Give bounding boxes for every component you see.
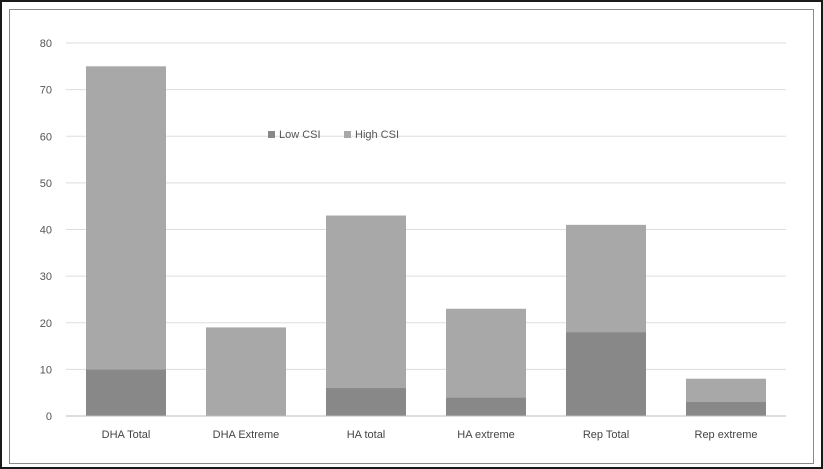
legend-label: Low CSI xyxy=(279,129,321,141)
x-tick-label: DHA Total xyxy=(102,429,151,441)
x-tick-label: HA total xyxy=(347,429,386,441)
y-tick-label: 20 xyxy=(40,318,52,330)
y-tick-label: 60 xyxy=(40,131,52,143)
gridlines xyxy=(66,42,786,370)
y-tick-label: 30 xyxy=(40,271,52,283)
bars xyxy=(86,66,766,416)
x-axis: DHA Total DHA Extreme HA total HA extreme Re… xyxy=(66,415,786,441)
x-tick-label: Rep extreme xyxy=(695,429,758,441)
y-tick-label: 70 xyxy=(40,85,52,97)
x-tick-label: Rep Total xyxy=(583,429,629,441)
y-axis: 0 10 20 30 40 50 60 70 80 xyxy=(40,38,52,423)
legend: Low CSI High CSI xyxy=(268,129,399,141)
y-tick-label: 80 xyxy=(40,38,52,50)
bar-low-csi xyxy=(686,402,766,416)
y-tick-label: 50 xyxy=(40,178,52,190)
bar-low-csi xyxy=(86,369,166,416)
x-tick-label: HA extreme xyxy=(457,429,514,441)
bar-high-csi xyxy=(206,327,286,416)
bar-low-csi xyxy=(566,332,646,416)
x-tick-label: DHA Extreme xyxy=(213,429,280,441)
legend-swatch xyxy=(268,131,275,138)
bar-high-csi xyxy=(566,224,646,333)
legend-swatch xyxy=(344,131,351,138)
y-tick-label: 10 xyxy=(40,364,52,376)
y-tick-label: 40 xyxy=(40,225,52,237)
bar-low-csi xyxy=(446,397,526,416)
bar-high-csi xyxy=(86,66,166,370)
bar-high-csi xyxy=(326,215,406,389)
bar-low-csi xyxy=(326,388,406,416)
legend-label: High CSI xyxy=(355,129,399,141)
y-tick-label: 0 xyxy=(46,411,52,423)
bar-high-csi xyxy=(686,378,766,403)
chart-area-border xyxy=(9,9,814,464)
bar-high-csi xyxy=(446,308,526,398)
